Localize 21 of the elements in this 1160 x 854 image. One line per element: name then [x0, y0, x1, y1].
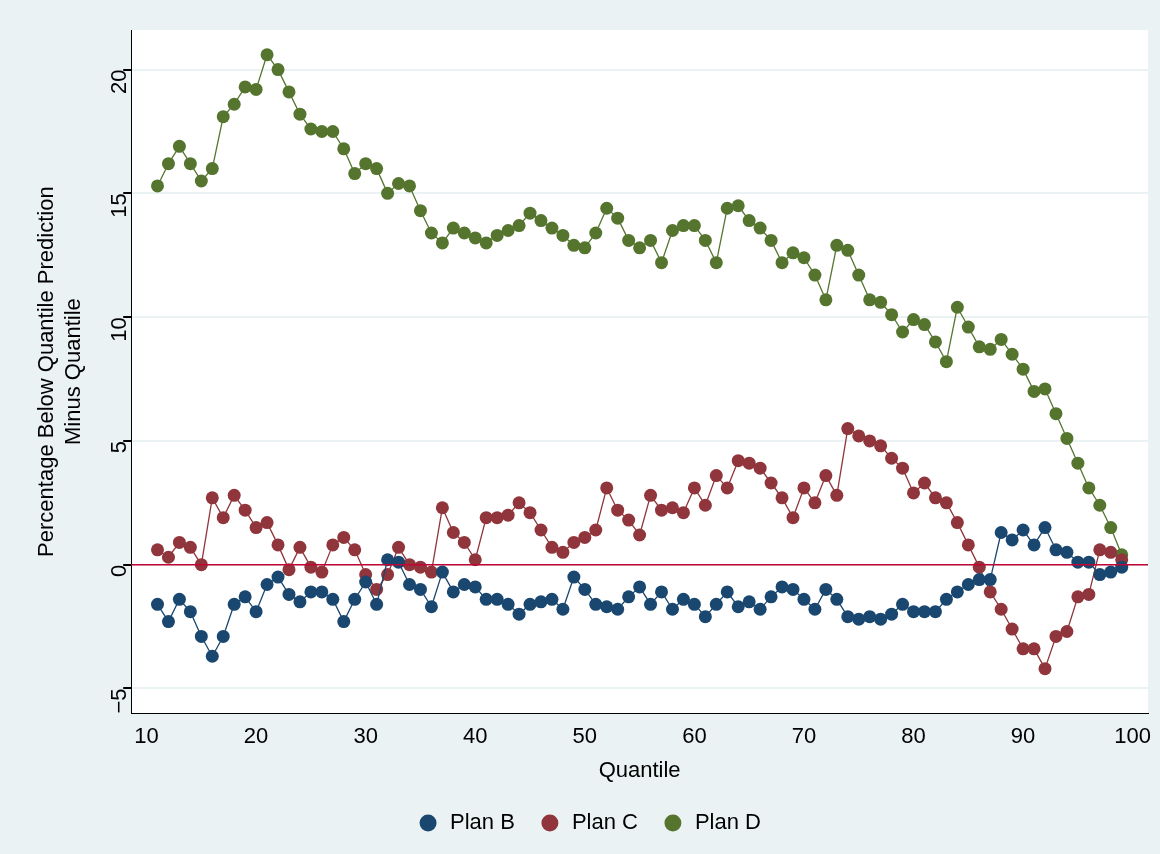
- y-tick-label: 5: [106, 440, 132, 454]
- x-tick-label: 20: [243, 723, 269, 749]
- x-tick-label: 30: [353, 723, 378, 749]
- y-tick-label: 15: [106, 193, 132, 218]
- x-tick-label: 100: [1114, 723, 1152, 749]
- legend-label: Plan B: [450, 809, 515, 835]
- legend-label: Plan D: [694, 809, 761, 835]
- x-tick-label: 80: [901, 723, 926, 749]
- x-tick-label: 60: [682, 723, 707, 749]
- y-tick-label: 10: [106, 317, 132, 342]
- x-tick-label: 90: [1010, 723, 1036, 749]
- x-tick-label: 40: [463, 723, 488, 749]
- x-tick-label: 50: [572, 723, 598, 749]
- x-tick-label: 10: [134, 723, 159, 749]
- y-axis-title: Percentage Below Quantile Prediction Minus Quantile: [33, 186, 85, 557]
- y-tick-label: 0: [106, 564, 132, 577]
- y-tick-label: −5: [106, 688, 132, 714]
- y-tick-label: 20: [106, 69, 132, 95]
- x-tick-label: 70: [791, 723, 817, 749]
- legend-label: Plan C: [571, 809, 639, 835]
- x-axis-title: Quantile: [598, 756, 681, 782]
